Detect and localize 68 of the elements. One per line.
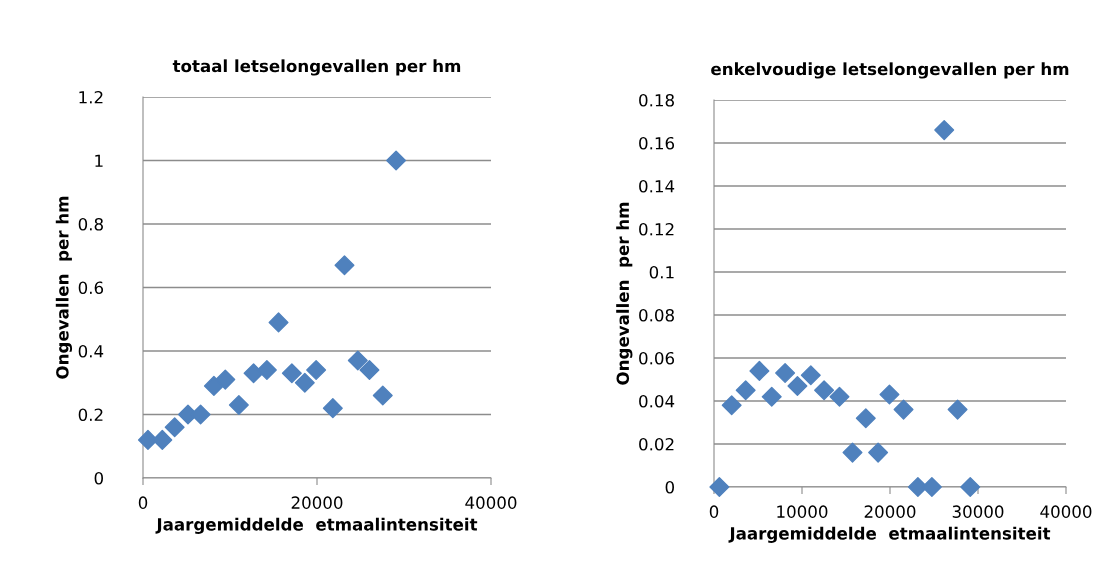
point — [775, 363, 796, 384]
chart-title: totaal letselongevallen per hm — [172, 59, 461, 76]
point — [947, 399, 968, 420]
x-tick-label: 10000 — [777, 505, 828, 518]
point — [137, 429, 158, 450]
point — [735, 380, 756, 401]
point — [721, 395, 742, 416]
point — [829, 386, 850, 407]
y-tick-label: 0 — [665, 480, 674, 494]
point — [228, 394, 249, 415]
point — [268, 312, 289, 333]
y-tick-label: 0.02 — [639, 437, 674, 451]
y-tick-label: 0.04 — [639, 394, 675, 408]
point — [203, 375, 224, 396]
point — [960, 476, 981, 498]
y-tick-label: 0.16 — [639, 136, 675, 150]
x-tick-label: 30000 — [952, 505, 1004, 518]
y-tick-label: 0.18 — [639, 93, 674, 107]
y-axis-title: Ongevallen per hm — [55, 196, 73, 379]
point — [868, 442, 889, 463]
point — [934, 120, 955, 141]
y-tick-label: 0.12 — [639, 222, 674, 236]
point — [306, 360, 327, 381]
point — [294, 372, 315, 393]
x-tick-label: 20000 — [291, 496, 343, 509]
x-tick-label: 0 — [709, 505, 719, 518]
y-tick-label: 1 — [95, 154, 103, 167]
point — [215, 369, 236, 390]
point — [709, 476, 730, 498]
x-tick-label: 0 — [138, 496, 148, 509]
x-tick-label: 40000 — [1040, 505, 1092, 518]
point — [761, 386, 782, 407]
point — [334, 255, 355, 276]
point — [386, 150, 407, 171]
point — [256, 360, 277, 381]
x-tick-label: 40000 — [465, 496, 517, 509]
point — [372, 385, 393, 406]
point — [347, 350, 368, 371]
point — [907, 476, 928, 498]
point — [800, 365, 821, 386]
y-tick-label: 0.14 — [639, 179, 675, 193]
point — [359, 360, 380, 381]
point — [787, 375, 808, 396]
point — [855, 408, 876, 429]
x-axis-title: Jaargemiddelde etmaalintensiteit — [728, 526, 1051, 543]
y-tick-label: 0.06 — [639, 351, 675, 365]
point — [281, 363, 302, 384]
y-tick-label: 1.2 — [79, 90, 103, 104]
y-tick-label: 0 — [94, 471, 103, 485]
x-tick-label: 20000 — [864, 505, 916, 518]
y-tick-label: 0.08 — [639, 308, 674, 322]
y-tick-label: 0.4 — [78, 344, 104, 358]
point — [164, 417, 185, 438]
y-tick-label: 0.6 — [78, 281, 104, 295]
point — [842, 442, 863, 463]
y-tick-label: 0.2 — [78, 408, 103, 422]
x-axis-title: Jaargemiddelde etmaalintensiteit — [155, 517, 478, 534]
point — [749, 360, 770, 381]
y-tick-label: 0.8 — [78, 217, 103, 231]
y-axis-title: Ongevallen per hm — [616, 202, 633, 385]
point — [322, 398, 343, 419]
y-tick-label: 0.1 — [649, 265, 674, 279]
point — [893, 399, 914, 420]
point — [243, 363, 264, 384]
point — [152, 429, 173, 450]
point — [879, 384, 900, 405]
point — [814, 380, 835, 401]
chart-title: enkelvoudige letselongevallen per hm — [711, 62, 1069, 79]
